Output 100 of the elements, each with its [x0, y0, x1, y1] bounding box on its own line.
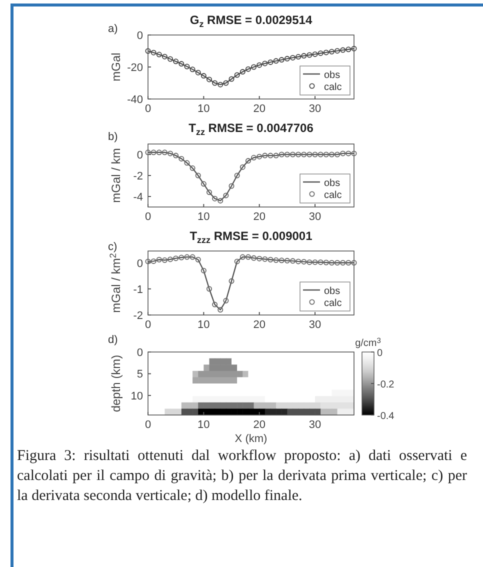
point [351, 150, 357, 156]
point [245, 158, 251, 164]
point [200, 268, 206, 274]
point [150, 150, 156, 156]
point [218, 307, 224, 313]
legend-label: calc [324, 190, 342, 201]
point [262, 152, 268, 158]
y-tick-label: -1 [133, 284, 143, 296]
point [273, 152, 279, 158]
point [190, 254, 196, 260]
x-tick-label: 0 [144, 319, 152, 331]
color-bar-label: -0.4 [377, 411, 395, 422]
point [290, 152, 296, 158]
point [200, 181, 206, 187]
x-tick-label: 0 [144, 103, 152, 115]
point [328, 260, 334, 266]
point [306, 259, 312, 265]
point [346, 260, 352, 266]
point [184, 64, 190, 70]
text: Figura 3: risultati ottenuti dal workflow proposto: a) dati osservati e calcolati per il campo di gravità; b) per la derivata prima verticale; c) per la derivata seconda verticale; d) modello finale. [17, 447, 467, 506]
point [212, 196, 218, 202]
point [223, 192, 229, 198]
y-tick-label: -4 [133, 192, 143, 204]
point [173, 256, 179, 262]
point [284, 56, 290, 62]
y-axis-title: mGal [109, 52, 123, 82]
y-tick-label: 0 [136, 30, 143, 42]
legend-label: calc [324, 82, 342, 93]
point [168, 150, 174, 156]
y-axis-title: depth (km) [109, 354, 123, 412]
legend-label: obs [324, 286, 340, 297]
point [156, 52, 162, 58]
point [240, 69, 246, 75]
point [145, 48, 151, 54]
point [262, 60, 268, 66]
y-tick-label: 0 [136, 258, 143, 270]
y-tick-label: 5 [136, 368, 143, 381]
point [184, 254, 190, 260]
y-tick-label: -20 [127, 62, 143, 74]
point [162, 257, 168, 263]
point [240, 254, 246, 260]
point [234, 172, 240, 178]
point [268, 59, 274, 65]
point [340, 47, 346, 53]
point [306, 152, 312, 158]
point [351, 46, 357, 52]
y-tick-label: 10 [130, 390, 143, 402]
point [234, 258, 240, 264]
text: a) [108, 23, 118, 35]
point [284, 258, 290, 264]
x-tick-label: 0 [144, 211, 152, 223]
legend-label: obs [324, 70, 340, 81]
point [178, 254, 184, 260]
point [195, 256, 201, 262]
point [306, 52, 312, 58]
chart-title: G$_{z}$ RMSE = 0.0029514 [190, 13, 312, 29]
point [284, 152, 290, 158]
x-tick-label: 10 [198, 103, 210, 115]
point [195, 172, 201, 178]
point [318, 50, 324, 56]
x-tick-label: 20 [253, 103, 266, 115]
text: b) [108, 131, 118, 143]
point [301, 152, 307, 158]
point [278, 152, 284, 158]
y-tick-label: 0 [136, 347, 143, 359]
x-axis-title: X (km) [234, 433, 268, 445]
point [273, 257, 279, 263]
x-tick-label: 20 [253, 211, 266, 223]
point [296, 54, 302, 60]
point [184, 160, 190, 166]
point [218, 82, 224, 88]
point [346, 46, 352, 52]
point [178, 61, 184, 67]
point [162, 150, 168, 156]
point [228, 278, 234, 284]
point [268, 256, 274, 262]
point [290, 54, 296, 60]
x-tick-label: 30 [308, 103, 322, 115]
x-tick-label: 30 [308, 211, 322, 223]
point [296, 152, 302, 158]
point [318, 152, 324, 158]
point [168, 256, 174, 262]
x-tick-label: 30 [308, 419, 322, 431]
point [323, 152, 329, 158]
point [212, 302, 218, 308]
point [206, 286, 212, 292]
chart-title: T$_{zzz}$ RMSE = 0.009001 [190, 229, 313, 245]
point [162, 54, 168, 60]
point [301, 258, 307, 264]
point [323, 50, 329, 56]
point [245, 66, 251, 72]
point [206, 76, 212, 82]
point [150, 258, 156, 264]
point [346, 150, 352, 156]
point [212, 80, 218, 86]
point [218, 198, 224, 204]
x-tick-label: 10 [198, 419, 210, 431]
point [223, 298, 229, 304]
point [206, 190, 212, 196]
point [312, 152, 318, 158]
